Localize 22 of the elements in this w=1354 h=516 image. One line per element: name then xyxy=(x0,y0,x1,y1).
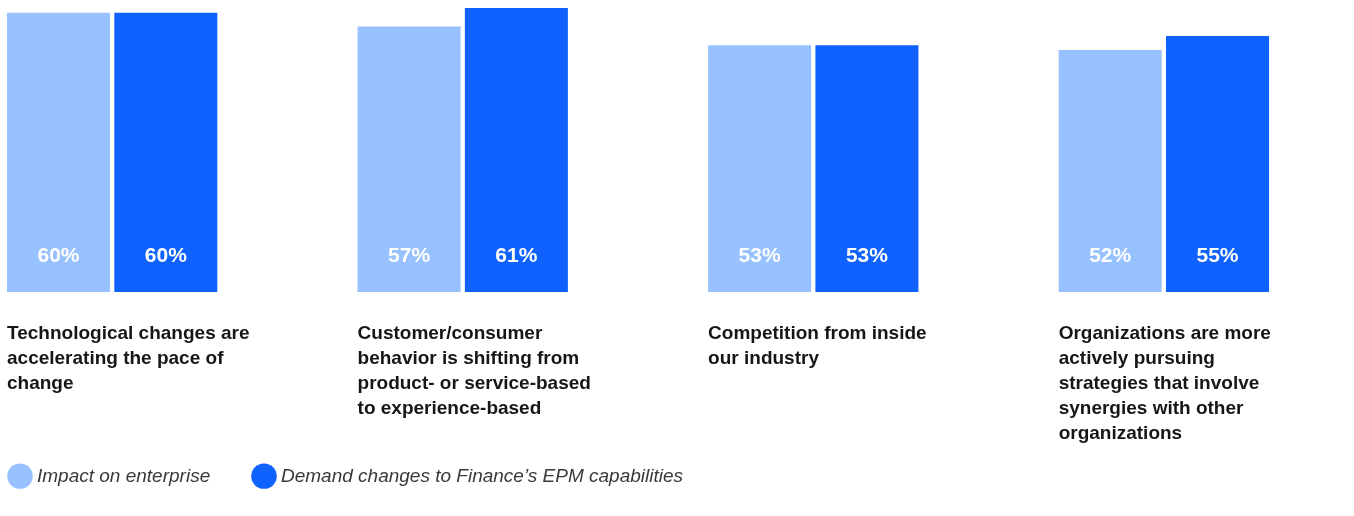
x-tick-label: Competition from inside our industry xyxy=(708,322,927,368)
bar xyxy=(1058,49,1162,292)
data-label: 55% xyxy=(1196,243,1239,266)
data-label: 60% xyxy=(37,243,80,266)
data-label: 53% xyxy=(738,243,781,266)
bar xyxy=(815,45,919,292)
legend-label: Impact on enterprise xyxy=(37,465,211,487)
bar xyxy=(1165,35,1269,292)
legend-label: Demand changes to Finance’s EPM capabilities xyxy=(281,465,684,487)
bar xyxy=(7,12,111,292)
data-label: 57% xyxy=(388,243,431,266)
x-tick-label: Technological changes are accelerating the pace of change xyxy=(7,322,250,393)
bar xyxy=(114,12,218,292)
data-label: 60% xyxy=(144,243,188,266)
x-tick-label: Organizations are more actively pursuing strategies that involve synergies with other organizations xyxy=(1058,322,1271,443)
data-label: 53% xyxy=(845,243,889,266)
bar xyxy=(464,8,568,292)
data-label: 52% xyxy=(1089,243,1132,266)
bar xyxy=(357,26,461,292)
x-tick-label: Customer/consumer behavior is shifting from product- or service-based to experience-based xyxy=(357,322,591,418)
data-label: 61% xyxy=(495,243,538,266)
bar xyxy=(708,45,812,292)
